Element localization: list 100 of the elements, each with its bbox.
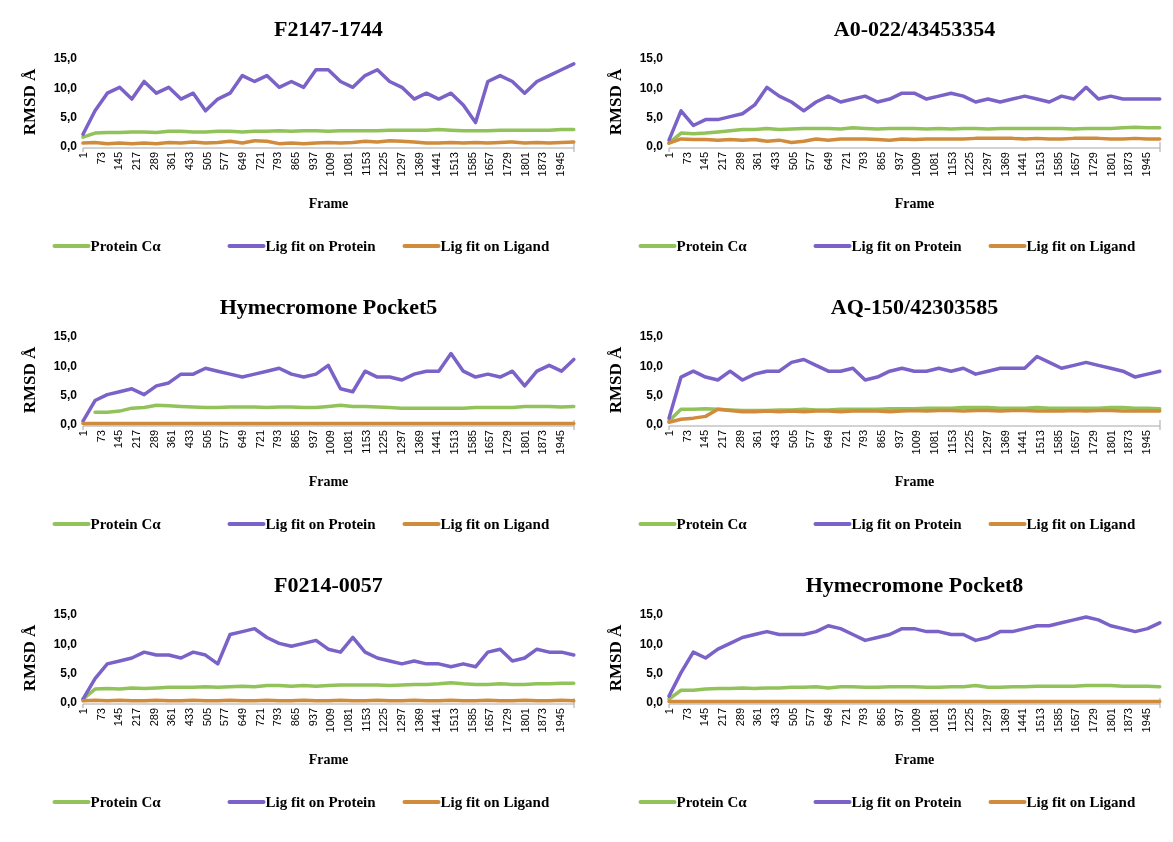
y-tick-label: 15,0	[639, 607, 664, 622]
x-tick-label: 1	[662, 708, 675, 715]
x-tick-label: 145	[698, 152, 711, 171]
x-tick-label: 1801	[518, 708, 531, 733]
x-tick-label: 1297	[395, 430, 408, 455]
y-tick-label: 5,0	[646, 387, 664, 402]
x-tick-label: 793	[271, 152, 284, 171]
x-tick-label: 721	[839, 152, 852, 171]
x-tick-label: 1081	[341, 152, 354, 177]
legend-label: Protein Cα	[90, 794, 162, 811]
x-tick-label: 1585	[1051, 708, 1064, 733]
x-tick-label: 1801	[518, 152, 531, 177]
x-tick-label: 1441	[1016, 708, 1029, 733]
y-tick-label: 0,0	[60, 417, 78, 432]
x-tick-label: 1513	[1034, 430, 1047, 455]
x-tick-label: 1153	[945, 430, 958, 454]
x-tick-label: 1369	[412, 152, 425, 177]
x-tick-label: 1225	[963, 708, 976, 733]
y-tick-label: 10,0	[639, 358, 664, 373]
legend-label: Lig fit on Ligand	[1026, 794, 1136, 811]
x-tick-label: 1873	[536, 430, 549, 455]
y-tick-label: 0,0	[60, 139, 78, 154]
x-tick-label: 721	[253, 152, 266, 171]
x-tick-label: 865	[288, 708, 301, 727]
x-tick-label: 361	[165, 708, 178, 727]
x-tick-label: 1801	[1104, 708, 1117, 733]
x-tick-label: 1	[662, 430, 675, 437]
x-tick-label: 649	[821, 708, 834, 727]
x-tick-label: 937	[306, 430, 319, 449]
y-tick-label: 5,0	[60, 109, 78, 124]
x-tick-label: 217	[715, 152, 728, 171]
y-tick-label: 10,0	[53, 80, 78, 95]
x-axis-title: Frame	[308, 196, 349, 211]
x-tick-label: 1657	[1069, 430, 1082, 455]
legend-label: Protein Cα	[676, 516, 748, 533]
x-tick-label: 1369	[998, 430, 1011, 455]
line-series	[81, 127, 576, 139]
y-axis-title: RMSD Å	[606, 67, 625, 136]
x-tick-label: 289	[733, 708, 746, 727]
x-tick-label: 1009	[910, 430, 923, 455]
chart-title: Hymecromone Pocket8	[805, 572, 1024, 597]
x-tick-label: 577	[218, 430, 231, 449]
x-tick-label: 505	[200, 152, 213, 171]
x-tick-label: 145	[698, 708, 711, 727]
x-tick-label: 937	[306, 708, 319, 727]
x-tick-label: 1873	[1122, 430, 1135, 455]
x-tick-label: 721	[253, 708, 266, 727]
x-tick-label: 1153	[945, 708, 958, 732]
x-tick-label: 577	[218, 708, 231, 727]
x-tick-label: 289	[733, 430, 746, 449]
x-tick-label: 1513	[448, 430, 461, 455]
line-series	[667, 683, 1162, 701]
x-tick-label: 1729	[501, 708, 514, 733]
x-tick-label: 1657	[483, 430, 496, 455]
x-tick-label: 505	[200, 708, 213, 727]
x-tick-label: 1225	[963, 152, 976, 177]
x-tick-label: 1441	[1016, 430, 1029, 455]
x-tick-label: 865	[288, 152, 301, 171]
y-tick-label: 10,0	[53, 358, 78, 373]
x-tick-label: 1369	[998, 708, 1011, 733]
x-tick-label: 1945	[554, 152, 567, 177]
x-axis-title: Frame	[894, 196, 935, 211]
x-tick-label: 1585	[465, 152, 478, 177]
x-tick-label: 793	[857, 708, 870, 727]
x-tick-label: 793	[271, 708, 284, 727]
line-series	[93, 403, 576, 415]
legend-label: Protein Cα	[90, 238, 162, 255]
y-axis-title: RMSD Å	[606, 345, 625, 414]
y-tick-label: 0,0	[60, 695, 78, 710]
x-tick-label: 937	[892, 708, 905, 727]
x-tick-label: 289	[147, 708, 160, 727]
x-tick-label: 73	[94, 708, 107, 721]
x-tick-label: 1873	[536, 708, 549, 733]
x-tick-label: 1009	[324, 430, 337, 455]
chart-title: A0-022/43453354	[833, 16, 996, 41]
line-series	[667, 85, 1162, 142]
x-tick-label: 433	[768, 708, 781, 727]
x-tick-label: 1441	[1016, 152, 1029, 177]
x-tick-label: 217	[129, 708, 142, 727]
x-tick-label: 1153	[359, 708, 372, 732]
x-tick-label: 1	[76, 152, 89, 159]
x-tick-label: 217	[715, 708, 728, 727]
x-tick-label: 1	[76, 430, 89, 437]
x-tick-label: 1153	[945, 152, 958, 176]
x-tick-label: 1729	[1087, 430, 1100, 455]
legend-label: Lig fit on Ligand	[1026, 238, 1136, 255]
x-tick-label: 1369	[412, 708, 425, 733]
x-tick-label: 649	[821, 152, 834, 171]
x-tick-label: 1225	[377, 708, 390, 733]
x-tick-label: 865	[874, 152, 887, 171]
x-tick-label: 1729	[501, 430, 514, 455]
x-tick-label: 1585	[465, 430, 478, 455]
x-tick-label: 649	[235, 430, 248, 449]
x-tick-label: 217	[129, 430, 142, 449]
line-series	[81, 626, 576, 701]
x-tick-label: 1729	[501, 152, 514, 177]
x-tick-label: 937	[306, 152, 319, 171]
x-tick-label: 1657	[483, 708, 496, 733]
x-axis-title: Frame	[308, 474, 349, 489]
y-tick-label: 15,0	[53, 329, 78, 344]
